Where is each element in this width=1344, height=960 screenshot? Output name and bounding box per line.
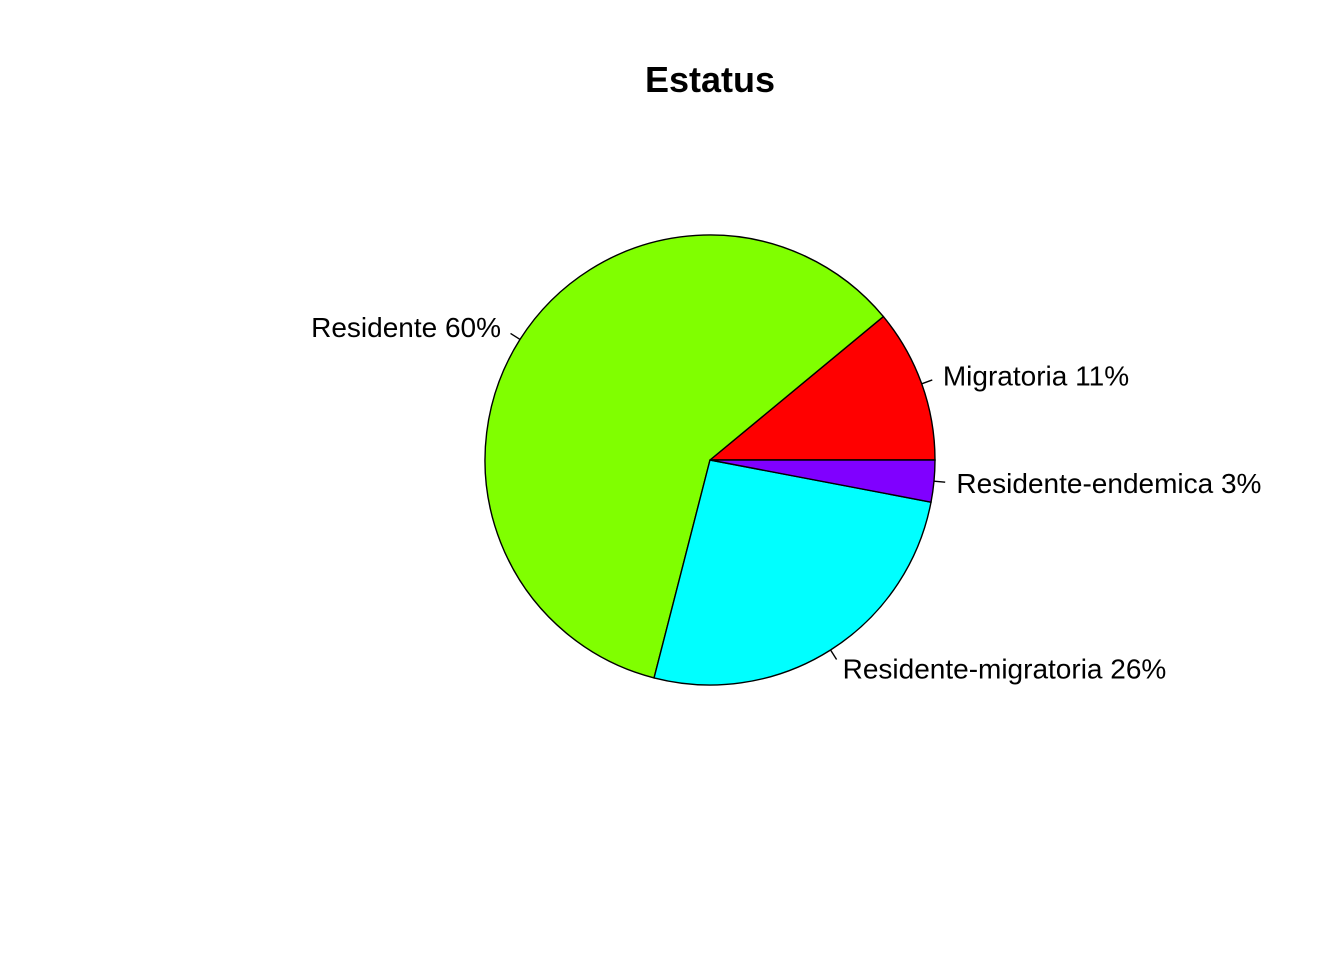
- pie-slice-residente-endemica: [709, 459, 936, 503]
- pie-leader-lines: [510, 332, 946, 660]
- pie-slice-residente: [484, 234, 885, 679]
- slice-label-residente-migratoria: Residente-migratoria 26%: [843, 653, 1167, 684]
- slice-label-migratoria: Migratoria 11%: [943, 361, 1129, 392]
- leader-line-residente-migratoria: [829, 649, 838, 660]
- slice-label-residente-endemica: Residente-endemica 3%: [956, 468, 1261, 499]
- slice-label-residente: Residente 60%: [311, 312, 501, 343]
- pie-labels: Migratoria 11% Residente 60% Residente-mig…: [311, 312, 1261, 685]
- pie-slices: [484, 234, 936, 686]
- leader-line-residente-endemica: [933, 480, 946, 483]
- leader-line-residente: [510, 332, 521, 341]
- leader-line-migratoria: [921, 379, 933, 385]
- chart-title: Estatus: [645, 59, 775, 100]
- pie-slice-migratoria: [708, 315, 936, 461]
